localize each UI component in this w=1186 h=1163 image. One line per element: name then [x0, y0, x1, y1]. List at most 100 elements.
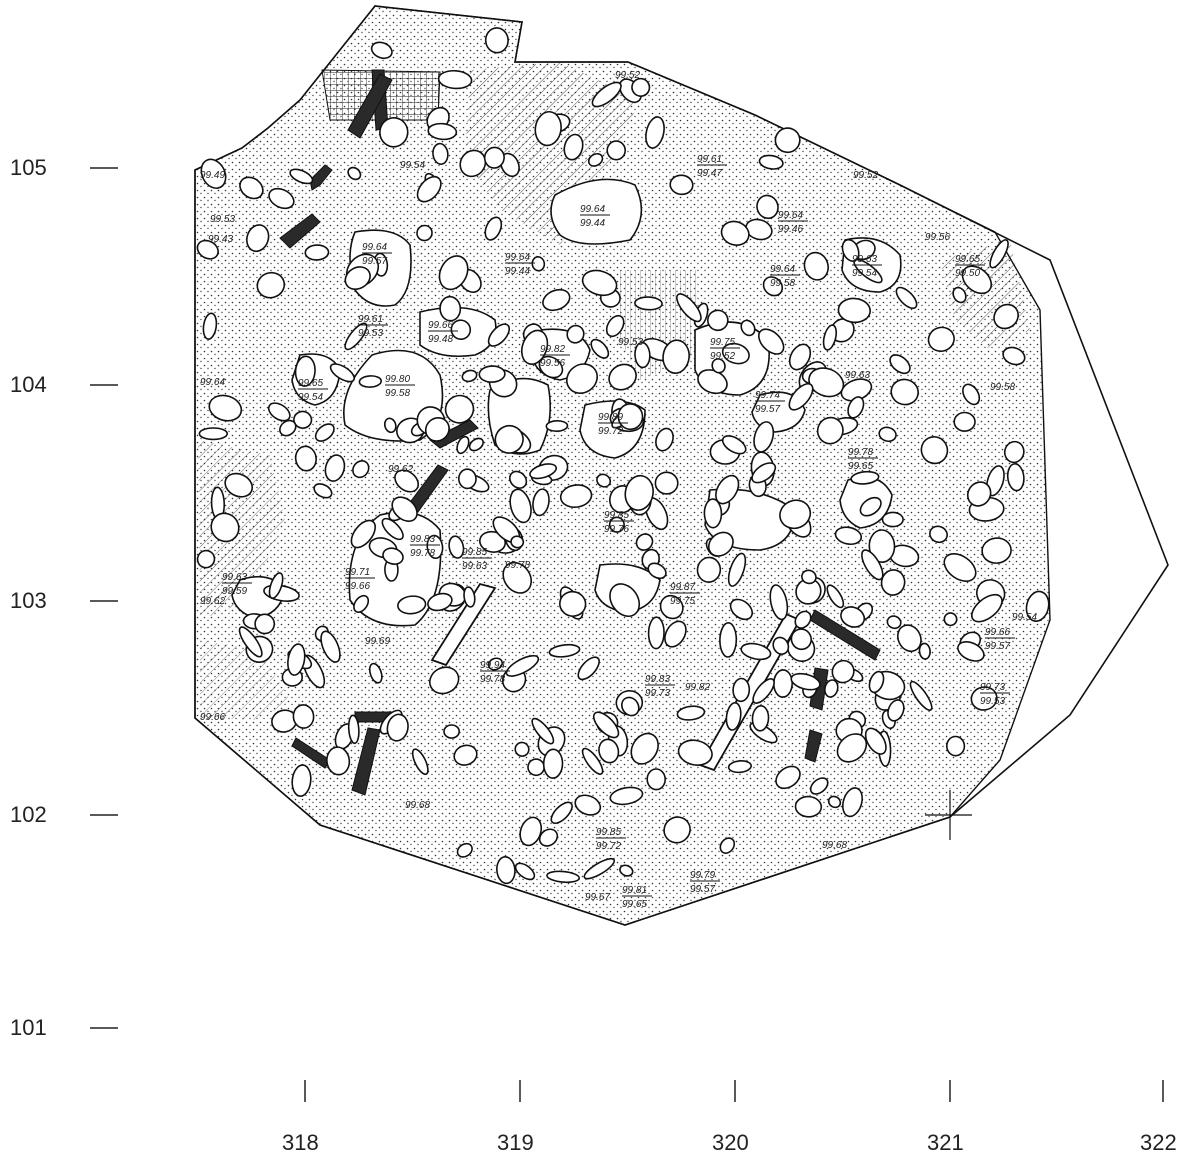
stone-top-elevation: 99.78: [848, 447, 873, 458]
stone: [850, 470, 880, 485]
stone: [676, 705, 706, 721]
stone: [566, 324, 585, 344]
stone: [461, 369, 478, 383]
stone: [287, 643, 306, 676]
stone: [208, 394, 243, 422]
stone-bottom-elevation: 99.65: [622, 899, 647, 910]
elevation-reading: 99.78: [505, 560, 530, 571]
stone: [479, 530, 506, 553]
stone: [788, 343, 812, 371]
elevation-reading: 99.64: [200, 377, 225, 388]
stone: [484, 216, 503, 241]
stone: [886, 615, 902, 630]
stone-top-elevation: 99.64: [770, 264, 795, 275]
stone-bottom-elevation: 99.65: [848, 461, 873, 472]
elevation-reading: 99.63: [845, 370, 870, 381]
stone: [837, 297, 871, 324]
stone: [677, 739, 713, 766]
stone-top-elevation: 99.73: [980, 682, 1005, 693]
stone: [957, 641, 985, 662]
stone: [669, 174, 694, 196]
stone: [416, 175, 442, 203]
stone: [448, 535, 465, 559]
stone: [198, 427, 229, 441]
stone-top-elevation: 99.83: [645, 674, 670, 685]
stone: [720, 220, 750, 246]
stone-elevation-label: 99.66 99.57: [985, 627, 1015, 652]
elevation-reading: 99.58: [990, 382, 1015, 393]
stone: [202, 312, 218, 340]
stone-bottom-elevation: 99.57: [690, 884, 715, 895]
stone: [981, 537, 1012, 564]
stone: [509, 488, 532, 524]
stone: [762, 276, 784, 297]
stone: [426, 534, 444, 560]
stone: [353, 594, 370, 613]
stone-bottom-elevation: 99.72: [596, 841, 621, 852]
charred-wood: [279, 69, 881, 796]
stone: [424, 416, 450, 442]
stone-elevation-label: 99.74 99.57: [755, 390, 785, 415]
stone: [294, 445, 317, 472]
stone: [546, 870, 581, 884]
stone: [246, 224, 270, 253]
stone: [824, 679, 839, 698]
stone: [719, 622, 738, 658]
stone: [989, 239, 1009, 269]
stone: [646, 768, 667, 791]
stone: [459, 149, 487, 178]
stone: [962, 383, 981, 406]
stone-top-elevation: 99.64: [505, 252, 530, 263]
stone: [840, 606, 866, 628]
stone: [945, 735, 966, 757]
stone: [707, 531, 734, 557]
stone: [725, 701, 742, 731]
stone-bottom-elevation: 99.75: [670, 596, 695, 607]
y-tick-label: 102: [10, 802, 47, 827]
stone: [294, 355, 316, 387]
stone-top-elevation: 99.85: [604, 510, 629, 521]
stone-elevation-label: 99.78 99.65: [848, 447, 878, 472]
stone-elevation-label: 99.85 99.72: [596, 827, 626, 852]
stone: [592, 711, 620, 739]
stone: [391, 496, 418, 522]
stone-bottom-elevation: 99.76: [604, 524, 629, 535]
stone: [769, 584, 789, 621]
stone: [550, 801, 573, 825]
stone: [505, 654, 540, 677]
stone: [444, 394, 475, 424]
stone: [719, 837, 736, 854]
stone-elevation-label: 99.94 99.78: [480, 660, 510, 685]
stone-bottom-elevation: 99.53: [358, 328, 383, 339]
stone-top-elevation: 99.82: [540, 344, 565, 355]
stone-elevation-labels: 99.64 99.44 99.64 99.57 99.80 99.58 99.66 99.48…: [222, 154, 1015, 910]
x-tick-label: 322: [1140, 1130, 1177, 1155]
stone-elevation-label: 99.89 99.72: [598, 412, 628, 437]
stone: [794, 795, 823, 818]
stone-top-elevation: 99.65: [955, 254, 980, 265]
stone-top-elevation: 99.64: [362, 242, 387, 253]
stone: [394, 469, 420, 493]
stone: [352, 460, 370, 479]
stone: [663, 816, 691, 844]
stone-elevation-label: 99.65 99.50: [955, 254, 985, 279]
stone-top-elevation: 99.64: [580, 204, 605, 215]
stone: [577, 656, 600, 681]
stone: [927, 326, 955, 352]
stone: [545, 419, 569, 433]
stone: [267, 402, 291, 422]
stone: [826, 584, 845, 609]
hatched-zone-sw: [200, 640, 290, 720]
stone: [943, 612, 958, 627]
stone-top-elevation: 99.85: [596, 827, 621, 838]
stone-elevation-label: 99.79 99.57: [690, 870, 720, 895]
stone: [210, 512, 240, 543]
stone: [314, 423, 335, 442]
stone: [654, 471, 679, 495]
stone: [635, 533, 654, 551]
stone: [358, 375, 382, 388]
stone-bottom-elevation: 99.58: [385, 388, 410, 399]
stone: [721, 435, 747, 455]
stone: [841, 238, 860, 262]
stone: [487, 323, 511, 347]
